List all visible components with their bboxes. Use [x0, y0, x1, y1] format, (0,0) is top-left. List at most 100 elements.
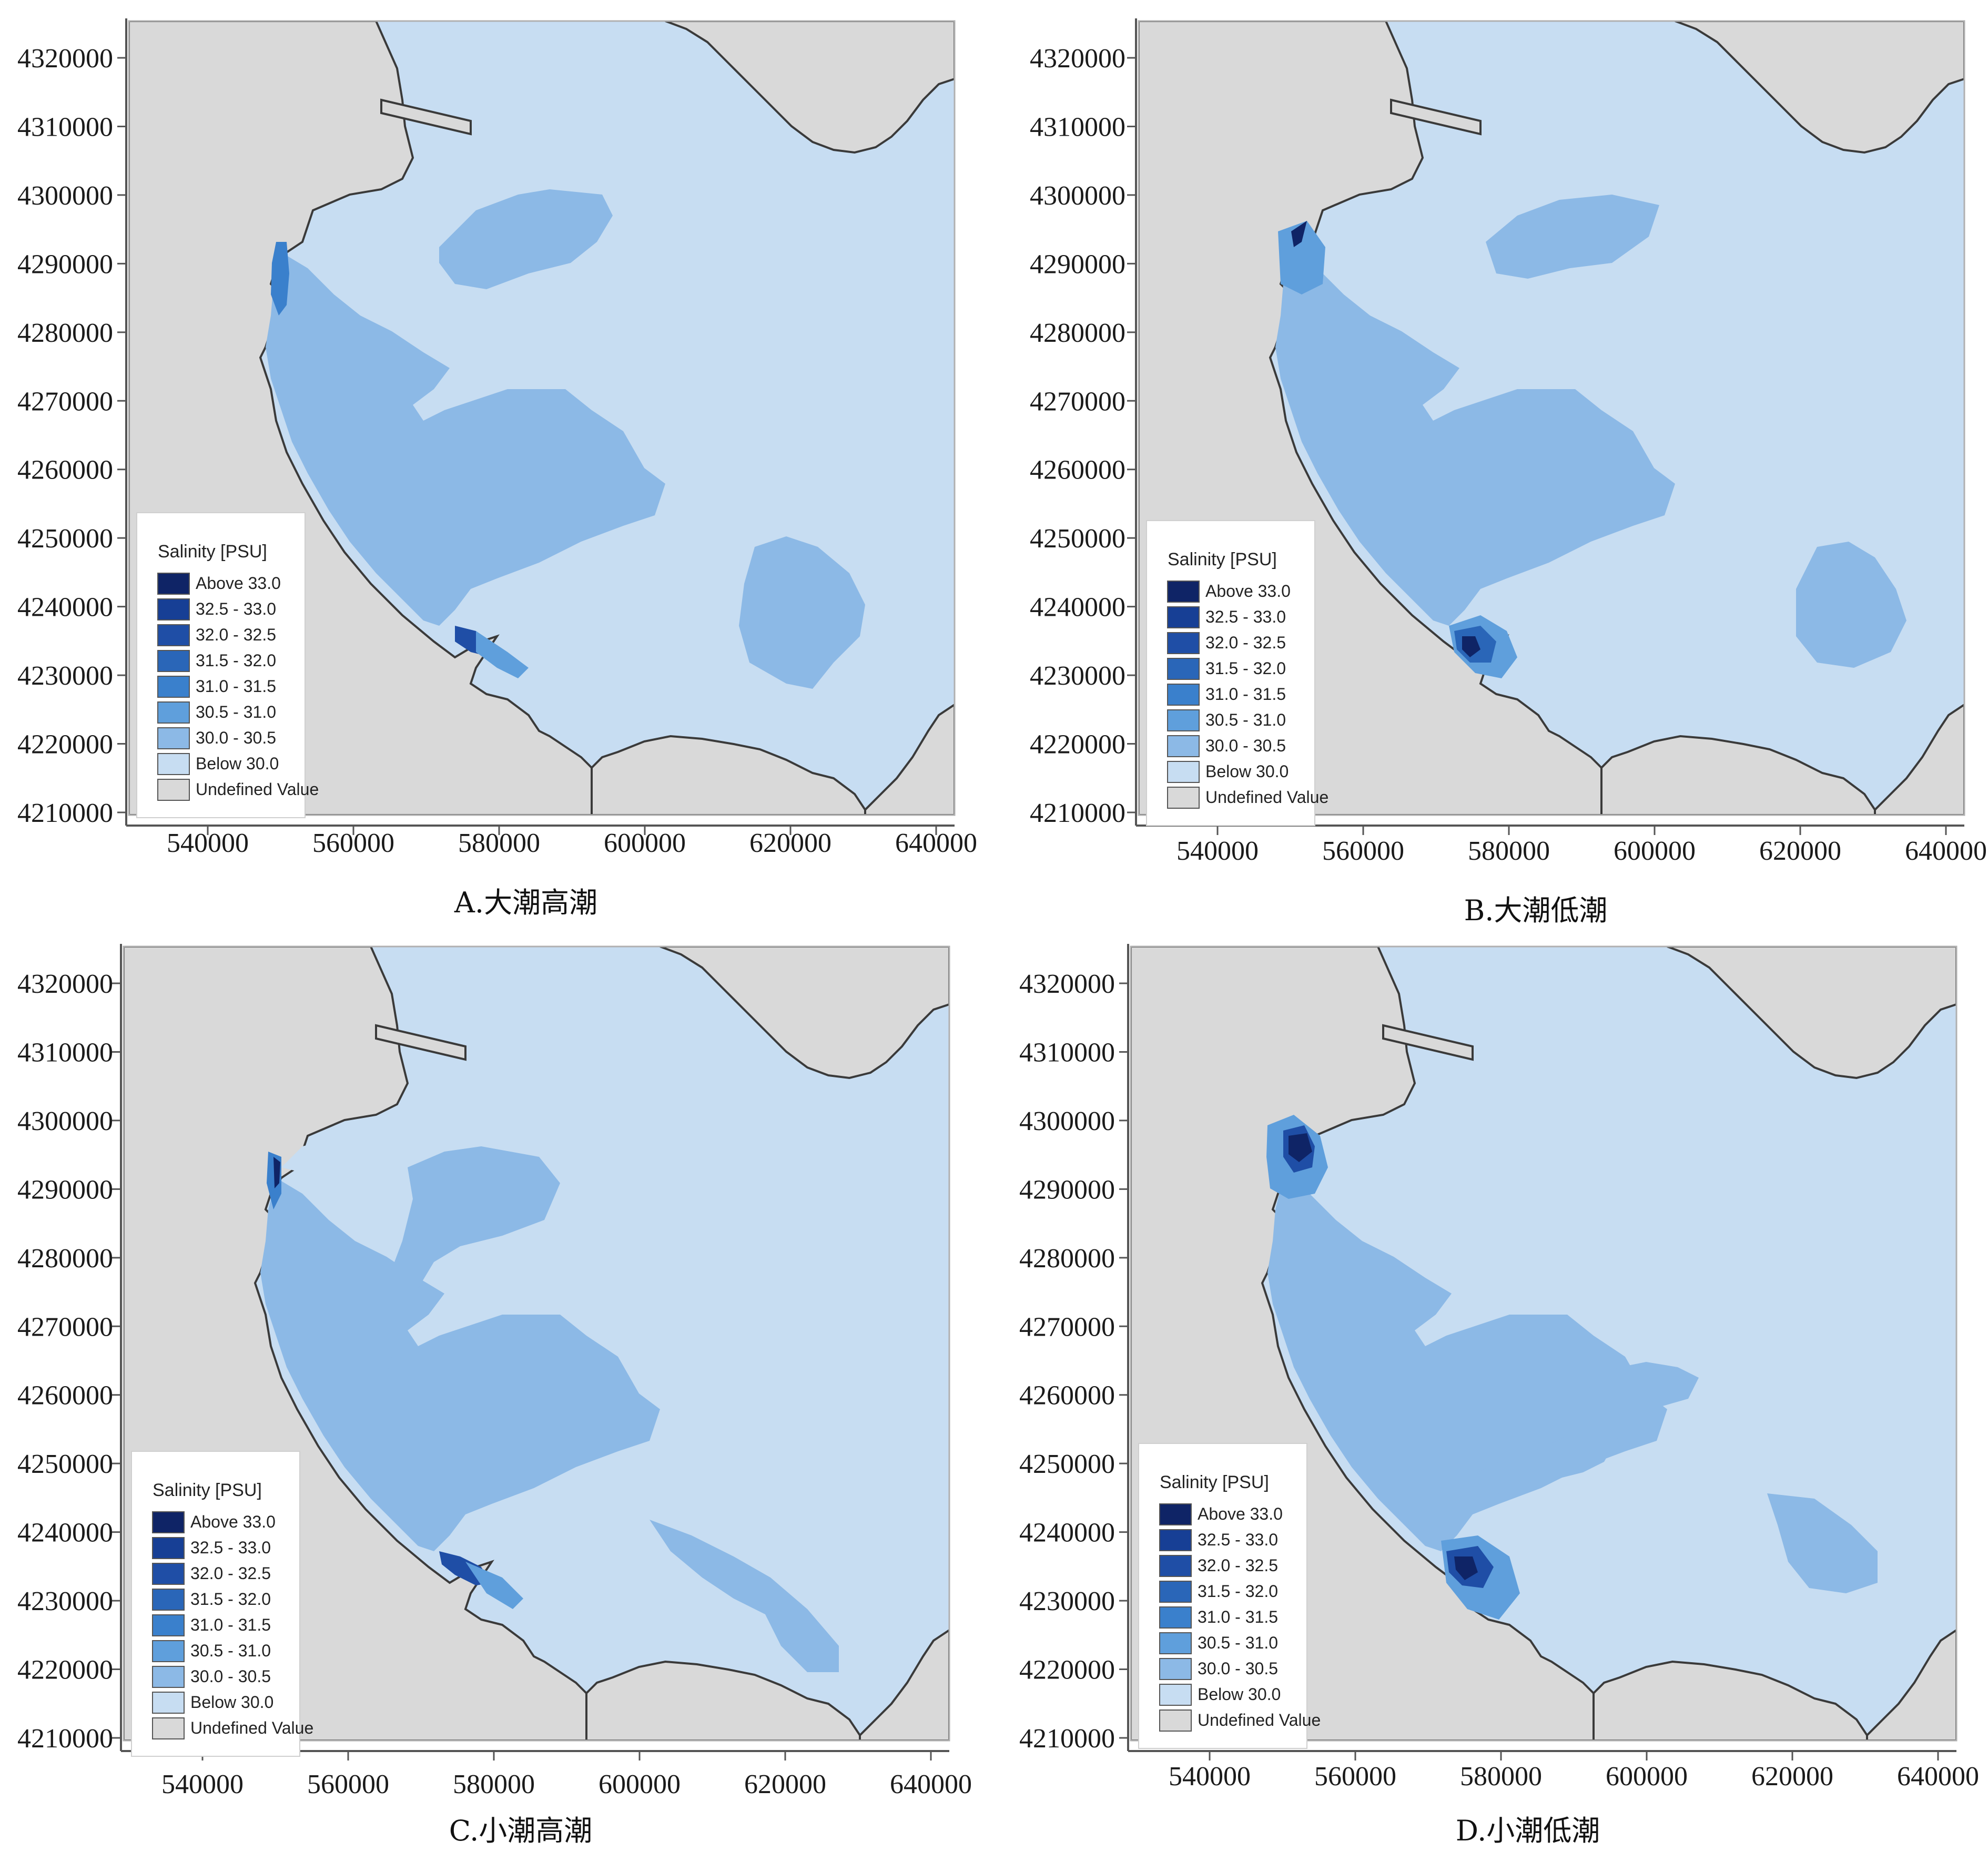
x-tick-label: 620000 [749, 828, 831, 858]
y-tick-label: 4280000 [1019, 1244, 1115, 1274]
legend-swatch [1159, 1684, 1192, 1706]
y-tick-label: 4320000 [17, 969, 113, 999]
panel-caption: D.小潮低潮 [1456, 1814, 1600, 1847]
y-tick-label: 4240000 [1019, 1518, 1115, 1548]
legend-swatch [1167, 658, 1200, 680]
y-tick-label: 4310000 [1030, 112, 1125, 142]
x-tick-label: 620000 [1751, 1762, 1833, 1792]
y-tick-label: 4320000 [1019, 969, 1115, 999]
legend-label: Above 33.0 [190, 1512, 276, 1531]
legend-label: 31.0 - 31.5 [196, 677, 276, 696]
y-tick-label: 4250000 [17, 524, 113, 554]
y-tick-label: 4210000 [1019, 1724, 1115, 1754]
legend-swatch [1159, 1658, 1192, 1680]
salinity-zone [355, 1146, 560, 1415]
map-frame [123, 945, 950, 1742]
legend-title: Salinity [PSU] [158, 542, 267, 562]
x-tick-label: 560000 [1322, 836, 1404, 866]
y-tick-label: 4300000 [17, 181, 113, 211]
y-tick-label: 4290000 [17, 1175, 113, 1205]
legend: Salinity [PSU] Above 33.0 32.5 - 33.0 32.0 … [1146, 520, 1328, 826]
legend-swatch [157, 624, 190, 646]
salinity-zone [739, 536, 865, 689]
legend-swatch [1159, 1632, 1192, 1654]
legend-title: Salinity [PSU] [1160, 1472, 1269, 1492]
legend-swatch [1167, 632, 1200, 654]
y-tick-label: 4230000 [17, 661, 113, 691]
legend-label: 32.0 - 32.5 [196, 625, 276, 644]
legend: Salinity [PSU] Above 33.0 32.5 - 33.0 32.0 … [1138, 1443, 1321, 1749]
legend-label: 31.0 - 31.5 [190, 1615, 271, 1634]
y-tick-label: 4220000 [17, 730, 113, 760]
x-tick-label: 540000 [1169, 1762, 1251, 1792]
y-tick-label: 4210000 [17, 1724, 113, 1754]
legend-swatch [152, 1589, 185, 1611]
map-area [129, 21, 955, 815]
x-tick-label: 640000 [1897, 1762, 1979, 1792]
y-tick-label: 4220000 [1019, 1655, 1115, 1685]
legend-label: Above 33.0 [1205, 582, 1291, 601]
salinity-zone [1462, 636, 1480, 657]
y-tick-label: 4290000 [1030, 249, 1125, 279]
y-tick-label: 4310000 [1019, 1037, 1115, 1067]
legend-label: 30.0 - 30.5 [1205, 736, 1286, 755]
legend-swatch [157, 573, 190, 595]
salinity-zone [476, 631, 529, 678]
y-tick-label: 4290000 [17, 249, 113, 279]
legend-swatch [152, 1537, 185, 1559]
panel-A: 4320000 4310000 4300000 4290000 4280000 42700… [17, 18, 977, 919]
x-tick-label: 560000 [307, 1769, 389, 1799]
legend-swatch [152, 1563, 185, 1585]
legend-label: 32.5 - 33.0 [1205, 607, 1286, 626]
y-tick-label: 4240000 [17, 1518, 113, 1548]
y-tick-label: 4300000 [17, 1106, 113, 1136]
x-tick-label: 560000 [1314, 1762, 1396, 1792]
legend-swatch [152, 1511, 185, 1533]
y-tick-label: 4320000 [1030, 44, 1125, 74]
y-tick-label: 4310000 [17, 1037, 113, 1067]
y-tick-label: 4280000 [1030, 318, 1125, 348]
panel-caption: B.大潮低潮 [1464, 894, 1608, 927]
x-tick-label: 640000 [1905, 836, 1987, 866]
y-tick-label: 4320000 [17, 44, 113, 74]
y-tick-label: 4220000 [1030, 730, 1125, 760]
x-tick-label: 540000 [161, 1769, 244, 1799]
x-tick-label: 620000 [1759, 836, 1841, 866]
salinity-zone [1796, 542, 1906, 668]
legend-label: 30.5 - 31.0 [196, 703, 276, 721]
map-area [124, 947, 949, 1741]
salinity-zone [1767, 1493, 1878, 1593]
map-frame [128, 20, 956, 816]
salinity-zone [650, 1520, 839, 1672]
y-tick-label: 4290000 [1019, 1175, 1115, 1205]
salinity-zone [1291, 221, 1307, 247]
legend-label: Below 30.0 [190, 1693, 273, 1712]
legend-swatch [1167, 761, 1200, 783]
y-tick-label: 4270000 [1019, 1312, 1115, 1342]
y-tick-label: 4310000 [17, 112, 113, 142]
x-tick-label: 560000 [312, 828, 394, 858]
y-tick-label: 4270000 [17, 1312, 113, 1342]
legend-label: 32.0 - 32.5 [1198, 1556, 1278, 1575]
legend-swatch [1167, 787, 1200, 809]
legend-label: 30.0 - 30.5 [190, 1667, 271, 1686]
y-tick-label: 4260000 [1030, 455, 1125, 485]
y-tick-label: 4250000 [1030, 524, 1125, 554]
legend: Salinity [PSU] Above 33.0 32.5 - 33.0 32.0 … [136, 512, 319, 818]
salinity-zone [1441, 1362, 1699, 1514]
legend-label: 30.0 - 30.5 [196, 728, 276, 747]
legend-label: 30.5 - 31.0 [1205, 710, 1286, 729]
salinity-zone [439, 189, 613, 289]
legend-label: Undefined Value [190, 1718, 313, 1737]
y-tick-label: 4230000 [1019, 1586, 1115, 1616]
legend-label: 31.5 - 32.0 [1205, 659, 1286, 678]
salinity-zone [1278, 221, 1325, 294]
legend-label: 32.5 - 33.0 [190, 1538, 271, 1557]
panel-D: 4320000 4310000 4300000 4290000 4280000 42700… [1019, 944, 1979, 1847]
panel-C: 4320000 4310000 4300000 4290000 4280000 42700… [17, 944, 972, 1847]
map-area [1139, 21, 1964, 815]
x-tick-label: 640000 [895, 828, 977, 858]
map-area [1131, 947, 1956, 1741]
legend-swatch [1167, 581, 1200, 603]
